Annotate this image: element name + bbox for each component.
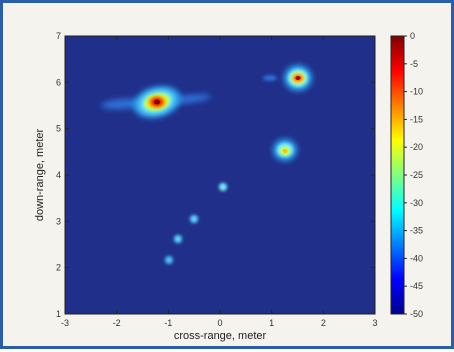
colorbar-tick-label: -10	[410, 87, 423, 97]
x-tick-label: 3	[372, 318, 377, 328]
y-tick-label: 3	[56, 216, 61, 226]
y-tick-label: 6	[56, 77, 61, 87]
heatmap-blobs	[101, 65, 312, 264]
x-tick-label: -1	[164, 318, 172, 328]
colorbar-tick-label: -30	[410, 198, 423, 208]
y-tick-label: 1	[56, 309, 61, 319]
peak-target-3	[273, 139, 297, 161]
y-axis-label: down-range, meter	[34, 129, 46, 222]
y-tick-label: 5	[56, 124, 61, 134]
peak-target-4	[219, 183, 227, 191]
x-tick-label: 0	[217, 318, 222, 328]
colorbar	[390, 35, 405, 315]
y-tick-label: 4	[56, 170, 61, 180]
x-axis-label: cross-range, meter	[174, 330, 267, 342]
colorbar-tick-label: -45	[410, 281, 423, 291]
colorbar-tick-label: -50	[410, 309, 423, 319]
peak-target-7	[165, 256, 173, 264]
peak-target-2	[263, 65, 312, 91]
colorbar-tick-label: -5	[410, 59, 418, 69]
colorbar-tick-label: -40	[410, 253, 423, 263]
colorbar-tick-label: -35	[410, 226, 423, 236]
x-tick-label: -3	[61, 318, 69, 328]
peak-target-1	[101, 86, 211, 118]
x-tick-label: 2	[321, 318, 326, 328]
y-tick-label: 2	[56, 263, 61, 273]
y-tick-label: 7	[56, 31, 61, 41]
x-tick-label: 1	[269, 318, 274, 328]
colorbar-tick-label: -20	[410, 142, 423, 152]
peak-target-6	[174, 235, 182, 243]
colorbar-tick-label: -25	[410, 170, 423, 180]
peak-target-5	[190, 215, 198, 223]
colorbar-tick-label: 0	[410, 31, 415, 41]
colorbar-tick-label: -15	[410, 114, 423, 124]
x-tick-label: -2	[113, 318, 121, 328]
plot-background	[65, 36, 375, 314]
